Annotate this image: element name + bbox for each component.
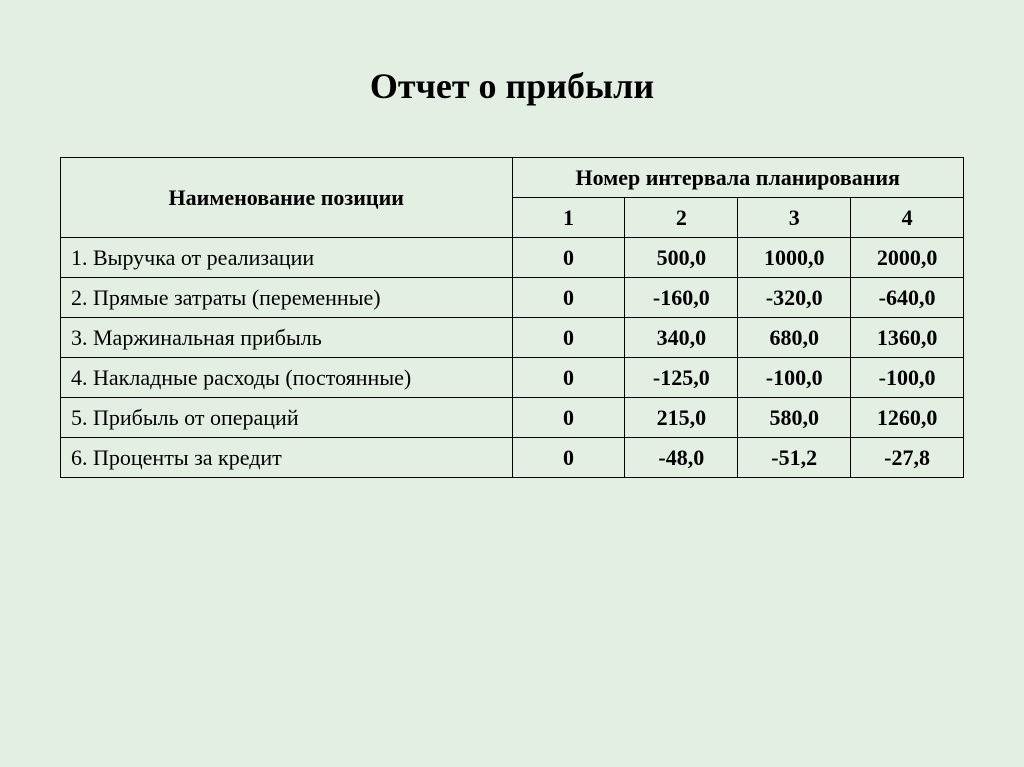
data-cell: -125,0 (625, 358, 738, 398)
data-cell: -100,0 (738, 358, 851, 398)
header-interval-4: 4 (851, 198, 964, 238)
row-label: 1. Выручка от реализации (61, 238, 513, 278)
data-cell: 2000,0 (851, 238, 964, 278)
table-row: 3. Маржинальная прибыль 0 340,0 680,0 13… (61, 318, 964, 358)
table-row: 1. Выручка от реализации 0 500,0 1000,0 … (61, 238, 964, 278)
data-cell: 340,0 (625, 318, 738, 358)
data-cell: 580,0 (738, 398, 851, 438)
data-cell: 680,0 (738, 318, 851, 358)
row-label: 6. Проценты за кредит (61, 438, 513, 478)
data-cell: 1000,0 (738, 238, 851, 278)
table-row: 5. Прибыль от операций 0 215,0 580,0 126… (61, 398, 964, 438)
header-interval-1: 1 (512, 198, 625, 238)
data-cell: 0 (512, 358, 625, 398)
header-position-name: Наименование позиции (61, 158, 513, 238)
data-cell: 0 (512, 318, 625, 358)
table-row: 2. Прямые затраты (переменные) 0 -160,0 … (61, 278, 964, 318)
header-row-1: Наименование позиции Номер интервала пла… (61, 158, 964, 198)
row-label: 3. Маржинальная прибыль (61, 318, 513, 358)
page-title: Отчет о прибыли (60, 65, 964, 107)
header-interval-3: 3 (738, 198, 851, 238)
row-label: 2. Прямые затраты (переменные) (61, 278, 513, 318)
data-cell: 0 (512, 278, 625, 318)
row-label: 4. Накладные расходы (постоянные) (61, 358, 513, 398)
data-cell: 215,0 (625, 398, 738, 438)
data-cell: 500,0 (625, 238, 738, 278)
data-cell: 0 (512, 438, 625, 478)
data-cell: -51,2 (738, 438, 851, 478)
data-cell: -48,0 (625, 438, 738, 478)
data-cell: 0 (512, 398, 625, 438)
table-row: 4. Накладные расходы (постоянные) 0 -125… (61, 358, 964, 398)
data-cell: -27,8 (851, 438, 964, 478)
data-cell: -640,0 (851, 278, 964, 318)
data-cell: -100,0 (851, 358, 964, 398)
row-label: 5. Прибыль от операций (61, 398, 513, 438)
data-cell: 1360,0 (851, 318, 964, 358)
header-interval-2: 2 (625, 198, 738, 238)
table-row: 6. Проценты за кредит 0 -48,0 -51,2 -27,… (61, 438, 964, 478)
header-interval-group: Номер интервала планирования (512, 158, 964, 198)
data-cell: -320,0 (738, 278, 851, 318)
data-cell: 0 (512, 238, 625, 278)
data-cell: -160,0 (625, 278, 738, 318)
profit-report-table: Наименование позиции Номер интервала пла… (60, 157, 964, 478)
data-cell: 1260,0 (851, 398, 964, 438)
